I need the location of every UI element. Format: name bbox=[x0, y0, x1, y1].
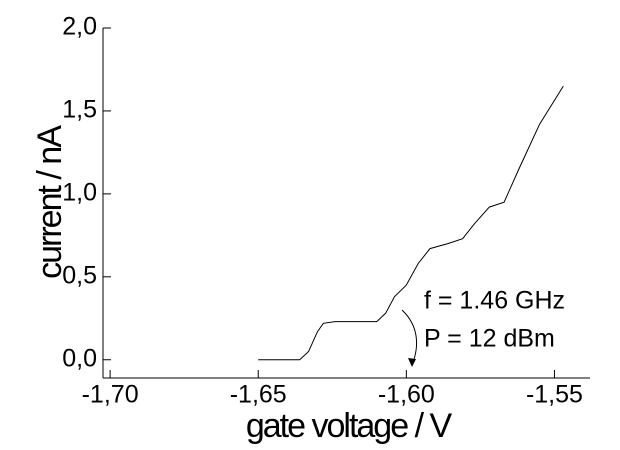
y-tick-label: 1,0 bbox=[62, 178, 97, 206]
y-tick-label: 1,5 bbox=[62, 96, 97, 124]
x-tick-label: -1,55 bbox=[526, 381, 583, 409]
data-line bbox=[258, 85, 564, 361]
y-tick-label: 0,5 bbox=[62, 261, 97, 289]
annotation-arrow bbox=[401, 309, 418, 366]
x-tick-label: -1,60 bbox=[378, 381, 435, 409]
x-tick-label: -1,65 bbox=[230, 381, 287, 409]
y-tick-label: 2,0 bbox=[62, 13, 97, 41]
y-axis-label: current / nA bbox=[31, 125, 69, 279]
annotation: f = 1.46 GHz bbox=[424, 287, 565, 315]
annotation: P = 12 dBm bbox=[424, 325, 555, 353]
x-axis-label: gate voltage / V bbox=[246, 407, 453, 445]
x-tick-label: -1,70 bbox=[82, 381, 139, 409]
y-tick-label: 0,0 bbox=[62, 344, 97, 372]
arrow-head bbox=[408, 358, 416, 367]
